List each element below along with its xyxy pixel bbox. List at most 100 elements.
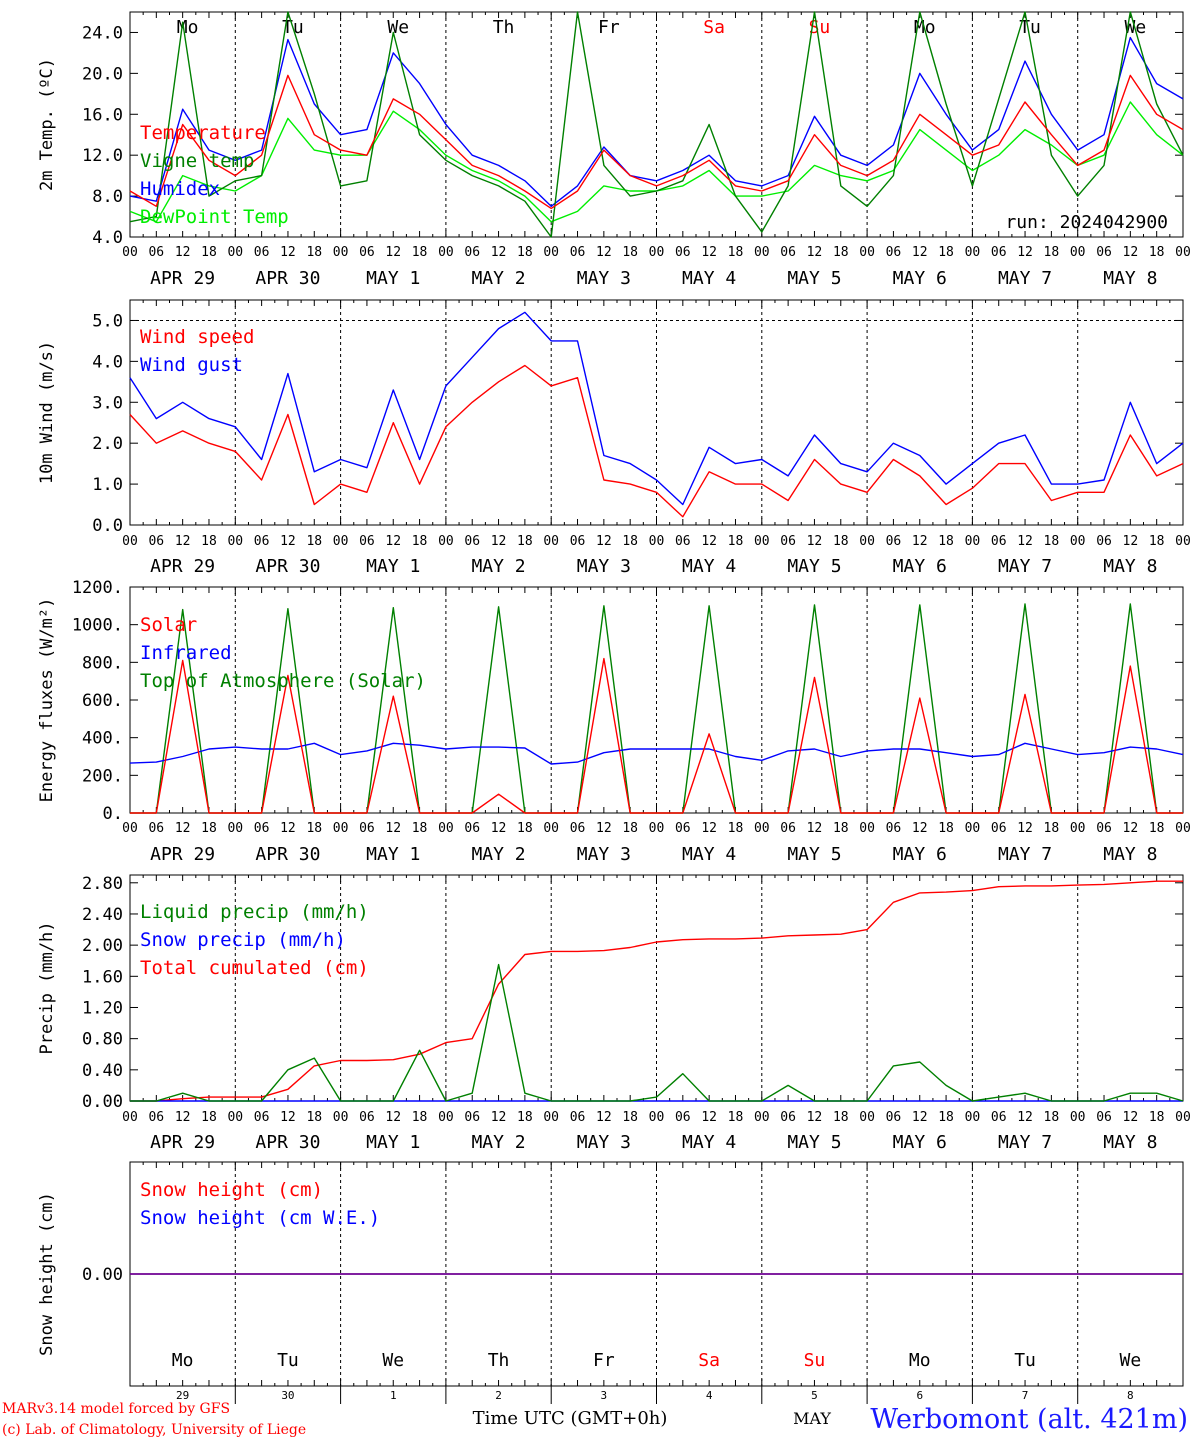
hour-tick-label: 18 — [517, 1110, 533, 1125]
date-label: MAY 4 — [682, 556, 736, 577]
hour-tick-label: 12 — [280, 245, 296, 260]
plot-frame — [129, 299, 1184, 526]
legend-entry: Liquid precip (mm/h) — [140, 901, 369, 923]
y-tick-label: 0.00 — [82, 1265, 123, 1285]
hour-tick-label: 12 — [912, 821, 928, 836]
hour-tick-label: 00 — [438, 245, 454, 260]
y-tick-label: 400. — [82, 729, 123, 749]
hour-tick-label: 06 — [254, 245, 270, 260]
y-tick-label: 4.0 — [92, 228, 123, 248]
date-label: MAY 6 — [893, 556, 947, 577]
hour-tick-label: 18 — [728, 245, 744, 260]
hour-tick-label: 06 — [570, 245, 586, 260]
date-label: MAY 7 — [998, 556, 1052, 577]
series-line-2-1 — [129, 364, 1184, 518]
y-tick-label: 1000. — [72, 616, 123, 636]
hour-tick-label: 00 — [438, 534, 454, 549]
hour-tick-label: 06 — [1096, 245, 1112, 260]
y-tick-label: 16.0 — [82, 105, 123, 125]
weekday-label: Sa — [698, 1350, 720, 1371]
hour-tick-label: 18 — [833, 821, 849, 836]
hour-tick-label: 00 — [122, 245, 138, 260]
hour-tick-label: 18 — [938, 534, 954, 549]
hour-tick-label: 18 — [622, 1110, 638, 1125]
weekday-label: Mo — [172, 1350, 194, 1371]
hour-tick-label: 00 — [333, 534, 349, 549]
hour-tick-label: 00 — [1175, 534, 1191, 549]
hour-tick-label: 06 — [886, 534, 902, 549]
hour-tick-label: 12 — [596, 821, 612, 836]
legend-entry: Snow height (cm) — [140, 1179, 323, 1201]
y-tick-label: 2.80 — [82, 874, 123, 894]
hour-tick-label: 18 — [412, 534, 428, 549]
hour-tick-label: 00 — [649, 245, 665, 260]
hour-tick-label: 18 — [306, 534, 322, 549]
hour-tick-label: 00 — [122, 821, 138, 836]
station-name: Werbomont (alt. 421m) — [870, 1404, 1188, 1435]
hour-tick-label: 12 — [1123, 1110, 1139, 1125]
hour-tick-label: 00 — [754, 245, 770, 260]
weekday-label: We — [387, 17, 409, 38]
hour-tick-label: 06 — [148, 821, 164, 836]
hour-tick-label: 06 — [1096, 821, 1112, 836]
day-number-label: 29 — [176, 1389, 189, 1402]
hour-tick-label: 12 — [1017, 245, 1033, 260]
day-number-label: 2 — [495, 1389, 502, 1402]
weekday-label: Mo — [177, 17, 199, 38]
hour-tick-label: 18 — [1044, 821, 1060, 836]
series-line-1-3 — [129, 36, 1184, 208]
hour-tick-label: 00 — [859, 534, 875, 549]
hour-tick-label: 06 — [991, 821, 1007, 836]
series-line-3-1 — [130, 657, 1183, 814]
date-label: MAY 3 — [577, 1132, 631, 1153]
y-axis-title: Precip (mm/h) — [37, 921, 57, 1054]
weekday-label: Sa — [703, 17, 725, 38]
weekday-label: Fr — [593, 1350, 615, 1371]
date-label: MAY 2 — [471, 844, 525, 865]
plot-frame — [129, 11, 1184, 238]
date-label: MAY 3 — [577, 844, 631, 865]
hour-tick-label: 12 — [1017, 534, 1033, 549]
hour-tick-label: 06 — [780, 534, 796, 549]
hour-tick-label: 18 — [728, 821, 744, 836]
hour-tick-label: 12 — [1017, 1110, 1033, 1125]
hour-tick-label: 12 — [807, 1110, 823, 1125]
y-tick-label: 2.00 — [82, 936, 123, 956]
hour-tick-label: 06 — [886, 821, 902, 836]
hour-tick-label: 00 — [1070, 821, 1086, 836]
hour-tick-label: 12 — [596, 1110, 612, 1125]
series-line-4-3 — [130, 880, 1183, 1102]
date-label: APR 30 — [255, 268, 320, 289]
date-label: MAY 6 — [893, 844, 947, 865]
month-label: MAY — [793, 1409, 831, 1428]
hour-tick-label: 06 — [780, 1110, 796, 1125]
date-label: MAY 6 — [893, 268, 947, 289]
hour-tick-label: 12 — [280, 821, 296, 836]
hour-tick-label: 00 — [649, 534, 665, 549]
hour-tick-label: 00 — [859, 1110, 875, 1125]
hour-tick-label: 18 — [306, 821, 322, 836]
hour-tick-label: 06 — [359, 245, 375, 260]
date-label: MAY 3 — [577, 556, 631, 577]
y-tick-label: 8.0 — [92, 187, 123, 207]
date-label: APR 29 — [150, 844, 215, 865]
hour-tick-label: 00 — [438, 1110, 454, 1125]
panel-3: 1200. 1000. 800. 600. 400. 200. 0. Energy fluxe… — [37, 578, 1191, 865]
y-axis-title: 10m Wind (m/s) — [37, 341, 57, 484]
panel-4: 2.80 2.40 2.00 1.60 1.20 0.80 0.40 0.00 Precip (… — [37, 874, 1191, 1153]
hour-tick-label: 00 — [965, 821, 981, 836]
series-line-1-1 — [129, 74, 1184, 210]
hour-tick-label: 18 — [938, 821, 954, 836]
y-tick-label: 1.20 — [82, 998, 123, 1018]
hour-tick-label: 18 — [1149, 534, 1165, 549]
hour-tick-label: 00 — [754, 821, 770, 836]
date-label: APR 29 — [150, 268, 215, 289]
series-line-1-4 — [129, 101, 1184, 223]
y-tick-label: 2.0 — [92, 434, 123, 454]
legend-entry: DewPoint Temp — [140, 206, 289, 228]
hour-tick-label: 12 — [175, 534, 191, 549]
day-number-label: 8 — [1127, 1389, 1134, 1402]
hour-tick-label: 06 — [464, 821, 480, 836]
hour-tick-label: 18 — [201, 245, 217, 260]
